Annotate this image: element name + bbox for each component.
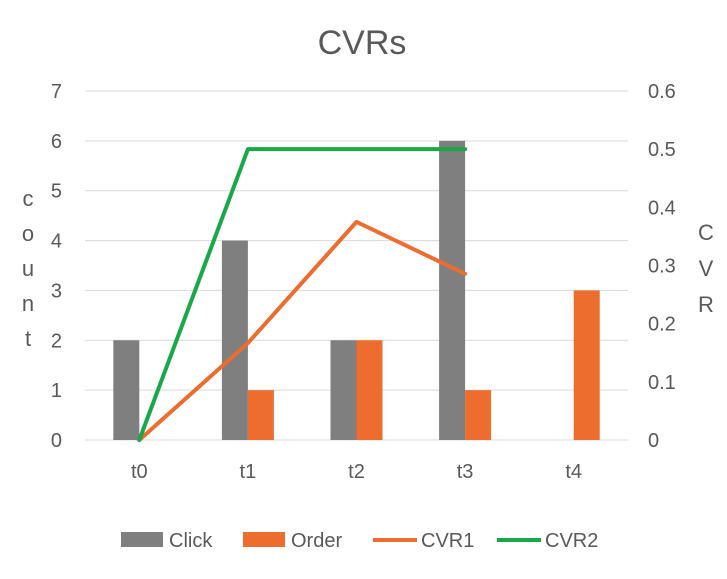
bars (113, 140, 600, 440)
right-tick-label-1: 0.1 (648, 372, 676, 394)
lines (137, 147, 468, 442)
left-axis-label-letter-4: t (25, 326, 31, 351)
line-cvr2 (137, 147, 468, 442)
left-tick-label-2: 2 (51, 330, 62, 352)
right-axis-label: CVR (698, 220, 714, 317)
bar-order-t4 (573, 290, 600, 440)
right-tick-label-6: 0.6 (648, 81, 676, 103)
right-tick-label-2: 0.2 (648, 314, 676, 336)
x-tick-label-t2: t2 (348, 461, 365, 483)
left-axis-label-letter-0: c (23, 186, 34, 211)
line-cvr1 (137, 219, 468, 442)
x-tick-label-t1: t1 (240, 461, 257, 483)
x-tick-label-t0: t0 (131, 461, 148, 483)
legend-label-cvr2: CVR2 (545, 530, 598, 552)
bar-order-t1 (247, 390, 274, 440)
right-axis-label-letter-2: R (698, 292, 714, 317)
left-axis-label-letter-1: o (22, 221, 34, 246)
legend: Click Order CVR1 CVR2 (121, 530, 598, 552)
left-axis-label-letter-3: n (22, 291, 34, 316)
left-tick-label-7: 7 (51, 81, 62, 103)
bar-click-t3 (439, 140, 466, 440)
legend-swatch-order (243, 532, 285, 547)
right-axis-label-letter-1: V (699, 256, 714, 281)
bar-order-t2 (356, 340, 383, 440)
left-tick-label-5: 5 (51, 181, 62, 203)
bar-click-t1 (221, 240, 248, 440)
left-tick-label-0: 0 (51, 430, 62, 452)
left-axis-ticks: 0 1 2 3 4 5 6 7 (51, 81, 62, 452)
x-tick-label-t3: t3 (457, 461, 474, 483)
right-axis-label-letter-0: C (698, 220, 714, 245)
right-axis-ticks: 0 0.1 0.2 0.3 0.4 0.5 0.6 (648, 81, 676, 452)
right-tick-label-4: 0.4 (648, 197, 676, 219)
x-axis-ticks: t0 t1 t2 t3 t4 (131, 461, 582, 483)
right-tick-label-5: 0.5 (648, 139, 676, 161)
chart-title: CVRs (318, 24, 407, 62)
legend-label-cvr1: CVR1 (421, 530, 474, 552)
legend-label-click: Click (169, 530, 213, 552)
left-tick-label-6: 6 (51, 131, 62, 153)
legend-label-order: Order (291, 530, 342, 552)
bar-click-t0 (113, 340, 140, 440)
right-tick-label-3: 0.3 (648, 256, 676, 278)
legend-swatch-click (121, 532, 163, 547)
bar-order-t3 (465, 390, 492, 440)
left-axis-label-letter-2: u (22, 256, 34, 281)
left-tick-label-1: 1 (51, 380, 62, 402)
left-tick-label-3: 3 (51, 280, 62, 302)
left-tick-label-4: 4 (51, 231, 62, 253)
bar-click-t2 (330, 340, 357, 440)
x-tick-label-t4: t4 (565, 461, 582, 483)
right-tick-label-0: 0 (648, 430, 659, 452)
